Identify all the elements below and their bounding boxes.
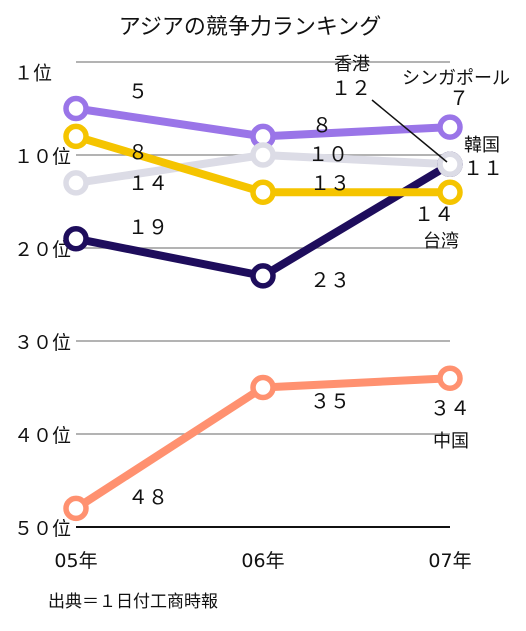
data-point — [250, 374, 276, 401]
value-label: １３ — [310, 171, 350, 195]
data-point — [250, 142, 276, 168]
series-name-label: 韓国 — [464, 135, 500, 156]
x-tick-label: 06年 — [241, 550, 284, 572]
value-label: ３４ — [430, 396, 470, 420]
value-label: ２３ — [310, 268, 350, 292]
value-label: ８ — [312, 113, 332, 137]
data-point — [437, 365, 463, 391]
value-label: １４ — [414, 202, 454, 226]
data-point — [63, 95, 89, 122]
series-name-label: 中国 — [433, 431, 469, 452]
y-tick-label: １０位 — [14, 146, 71, 168]
x-axis: 05年 06年 07年 — [54, 550, 471, 572]
source-note: 出典＝１日付工商時報 — [48, 592, 218, 612]
series-name-label: シンガポール — [402, 68, 510, 89]
y-tick-label: １位 — [14, 62, 52, 84]
series-name-label: 台湾 — [423, 231, 459, 252]
data-point — [250, 179, 276, 205]
value-label: ３５ — [310, 389, 350, 413]
data-point — [250, 263, 276, 289]
series-name-label: 香港 — [334, 54, 370, 75]
x-tick-label: 05年 — [54, 550, 97, 572]
y-tick-label: ４０位 — [14, 425, 71, 447]
value-label: １１ — [463, 156, 503, 180]
value-label: ５ — [128, 79, 148, 103]
value-labels: ５ ８ ７ １９ ２３ １２ １４ １０ １１ ８ １３ １４ ４８ ３５ ３４ — [128, 76, 503, 509]
y-tick-label: ３０位 — [14, 332, 71, 354]
data-point — [63, 495, 89, 522]
y-tick-label: ２０位 — [14, 239, 71, 261]
value-label: １０ — [308, 142, 348, 166]
series-lines — [72, 104, 454, 513]
chart-title: アジアの競争力ランキング — [119, 15, 381, 40]
value-label: ８ — [128, 140, 148, 164]
value-label: １９ — [128, 215, 168, 239]
leader-line — [371, 99, 448, 163]
value-label: ４８ — [128, 485, 168, 509]
data-point — [437, 179, 463, 205]
x-tick-label: 07年 — [428, 550, 471, 572]
y-axis: １位 １０位 ２０位 ３０位 ４０位 ５０位 — [14, 62, 71, 540]
data-point — [437, 114, 463, 140]
data-point — [63, 123, 89, 150]
series-points — [63, 95, 463, 522]
y-tick-label: ５０位 — [14, 518, 71, 540]
value-label: １４ — [128, 171, 168, 195]
data-point — [437, 151, 463, 178]
data-point — [63, 225, 89, 252]
data-point — [63, 170, 89, 196]
value-label: １２ — [331, 76, 371, 100]
value-label: ７ — [449, 86, 469, 110]
